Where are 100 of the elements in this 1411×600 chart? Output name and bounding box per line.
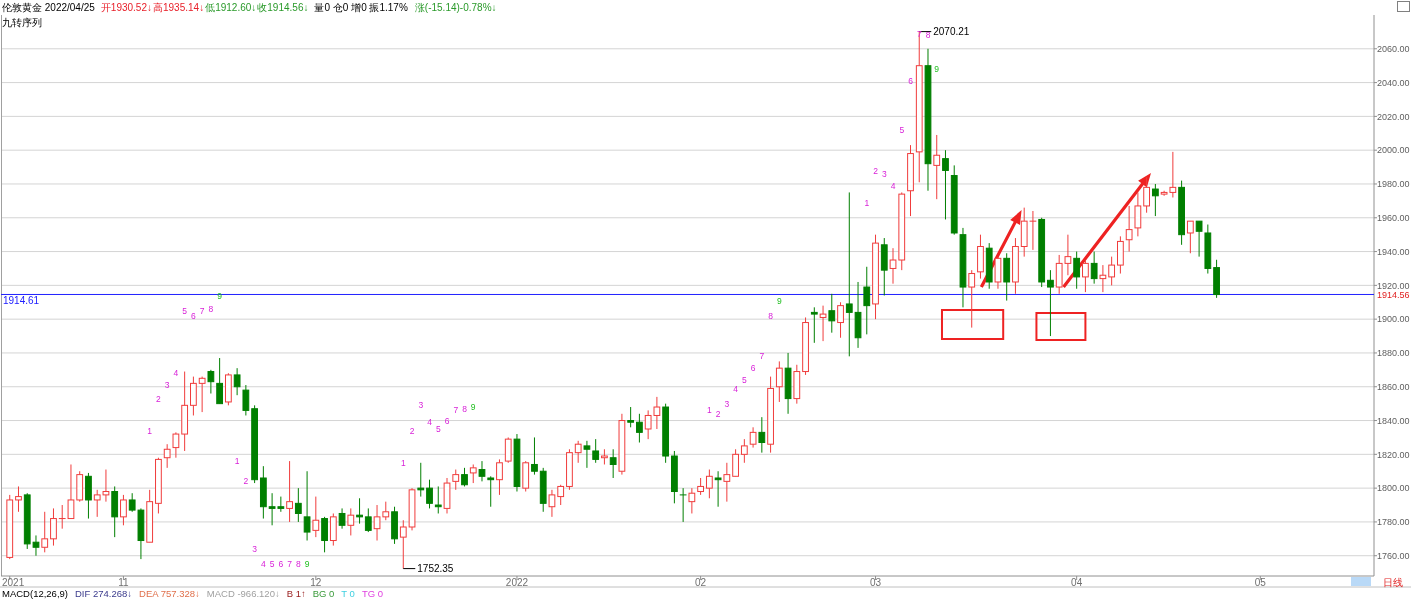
annotation: 1 — [234, 456, 240, 467]
x-tick-label: 02 — [695, 577, 707, 588]
candlestick — [504, 436, 512, 464]
annotation: 7 — [287, 559, 293, 570]
text: DIF 274.268↓ — [75, 588, 133, 599]
y-tick-label: 1860.00 — [1377, 381, 1410, 392]
text: BG 0 — [312, 588, 335, 599]
candlestick — [1186, 220, 1194, 254]
candlestick — [286, 460, 293, 523]
text: DEA 757.328↓ — [139, 588, 200, 599]
candlestick — [1117, 235, 1124, 275]
annotation: 6 — [750, 363, 756, 374]
annotation: 5 — [269, 559, 275, 570]
annotation: 6 — [278, 559, 284, 570]
annotation: 9 — [776, 295, 782, 306]
annotation: 3 — [418, 400, 424, 411]
text: 1914.56 — [1377, 289, 1410, 300]
annotation: 2 — [409, 425, 415, 436]
text: 收1914.56↓ — [257, 2, 309, 13]
text: B 1↑ — [286, 588, 306, 599]
candlestick — [749, 426, 757, 449]
y-tick-label: 2040.00 — [1377, 77, 1410, 88]
candlestick — [478, 460, 486, 482]
candlestick — [592, 438, 600, 464]
annotation: 4 — [260, 559, 266, 570]
x-tick-label: 2022 — [505, 577, 529, 588]
text: 高1935.14↓ — [152, 2, 205, 13]
candlestick — [242, 384, 250, 416]
candlestick — [172, 431, 180, 459]
candlestick — [85, 472, 92, 520]
candlestick — [41, 511, 49, 553]
candlestick — [338, 507, 346, 530]
y-tick-label: 1960.00 — [1377, 212, 1410, 223]
candlestick — [1099, 264, 1107, 293]
annotation: 8 — [925, 30, 931, 41]
annotation: 1752.35 — [417, 563, 454, 575]
candlestick — [994, 256, 1002, 290]
candlestick — [775, 360, 783, 403]
candlestick — [810, 306, 818, 344]
text: 低1912.60↓ — [205, 2, 257, 13]
annotation: 4 — [173, 368, 179, 379]
candlestick — [233, 367, 241, 396]
candlestick — [583, 440, 591, 469]
annotation: 3 — [164, 380, 170, 391]
annotation: 1 — [707, 405, 712, 416]
candlestick — [1082, 259, 1089, 293]
text: 日线 — [1383, 577, 1403, 588]
candlestick — [303, 470, 311, 542]
candlestick — [1090, 251, 1098, 285]
candlestick — [574, 440, 582, 464]
annotation: 2 — [243, 476, 249, 487]
candlestick — [609, 448, 617, 479]
candlestick — [461, 467, 468, 487]
x-tick-label: 05 — [1254, 577, 1267, 588]
candlestick — [1108, 256, 1116, 286]
candlestick — [740, 438, 748, 464]
annotation: 3 — [724, 398, 730, 409]
text: 开1930.52↓ — [100, 2, 152, 13]
y-tick-label: 1760.00 — [1377, 550, 1410, 561]
candlestick — [50, 507, 57, 547]
annotation: 九转序列 — [2, 17, 42, 28]
candlestick — [758, 416, 766, 454]
y-tick-label: 1980.00 — [1377, 179, 1410, 190]
y-tick-label: 1840.00 — [1377, 415, 1410, 426]
candlestick — [732, 448, 739, 477]
text: MACD(12,26,9) — [2, 588, 68, 599]
candlestick — [417, 462, 425, 498]
candlestick — [1073, 251, 1081, 290]
y-tick-label: 1920.00 — [1377, 280, 1410, 291]
candlestick — [198, 376, 206, 413]
candlestick — [434, 485, 442, 514]
candlestick — [1195, 220, 1203, 258]
candlestick — [828, 293, 836, 334]
y-tick-label: 1940.00 — [1377, 246, 1410, 257]
candlestick — [364, 507, 372, 533]
candlestick — [1134, 191, 1142, 237]
annotation: 8 — [462, 403, 468, 414]
annotation: 9 — [470, 402, 476, 412]
annotation: 8 — [208, 304, 214, 314]
annotation: 9 — [934, 64, 940, 75]
candlestick — [837, 301, 844, 339]
annotation: 2 — [715, 408, 721, 419]
candlestick — [294, 487, 302, 523]
annotation: 9 — [217, 290, 223, 301]
annotation: 7 — [916, 28, 922, 39]
candlestick — [452, 469, 460, 491]
candlestick — [120, 494, 127, 526]
annotation: 8 — [768, 310, 774, 321]
annotation: 8 — [295, 559, 301, 570]
candlestick — [1047, 269, 1054, 337]
candlestick — [190, 376, 197, 416]
annotation: 4 — [890, 180, 896, 191]
candlestick — [1143, 176, 1151, 214]
x-tick-label: 12 — [310, 577, 322, 588]
annotation: 5 — [435, 424, 441, 434]
annotation: 7 — [199, 305, 205, 316]
candlestick — [705, 469, 713, 499]
annotation: 7 — [453, 405, 459, 416]
annotation: 1 — [400, 457, 406, 468]
annotation: 4 — [733, 383, 739, 394]
